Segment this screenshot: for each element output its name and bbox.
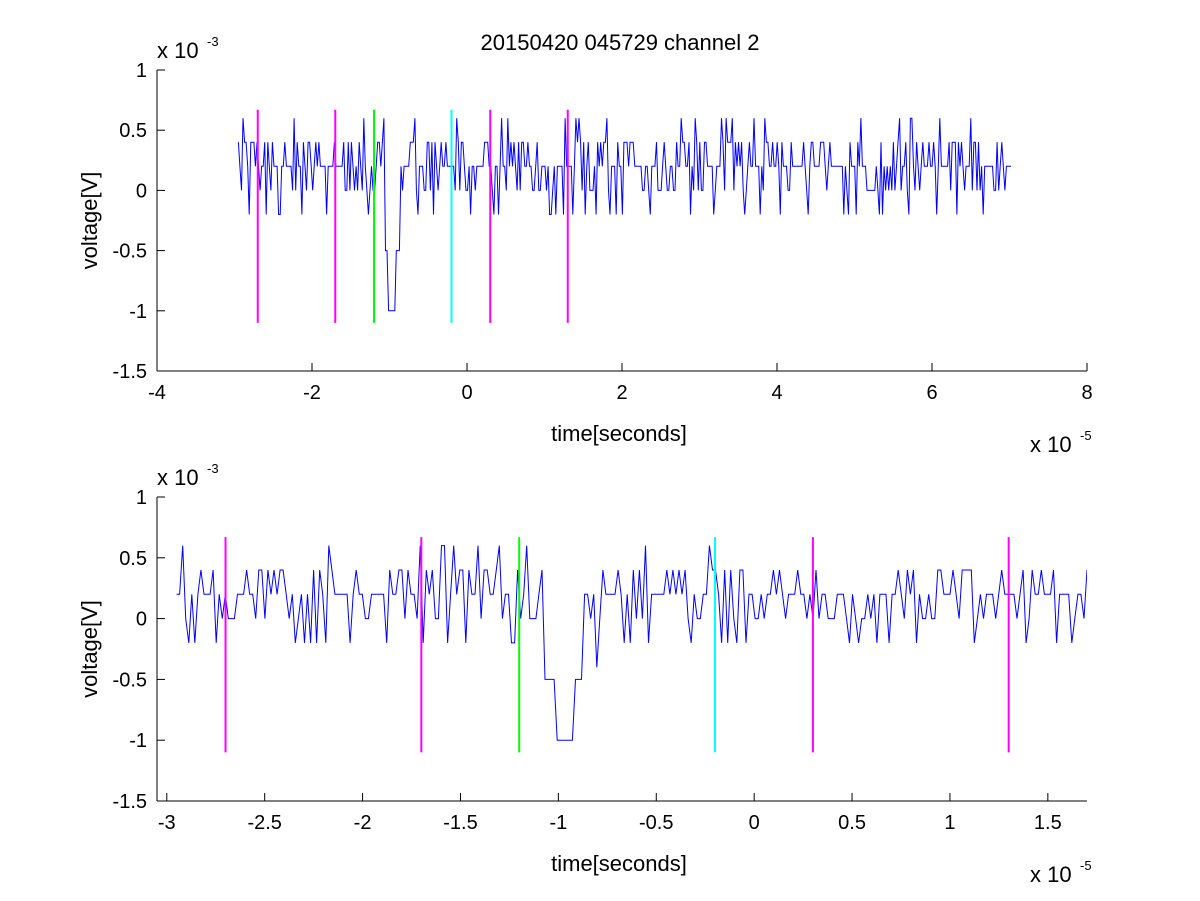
x-tick-label: 1.5 (1034, 812, 1062, 834)
x-scale-factor: x 10 (1030, 862, 1072, 887)
x-tick-label: -2.5 (247, 812, 281, 834)
x-tick-label: 0.5 (838, 812, 866, 834)
x-scale-exponent: -5 (1080, 428, 1092, 443)
x-tick-label: 0 (749, 812, 760, 834)
x-axis-label: time[seconds] (551, 421, 687, 446)
x-tick-label: -0.5 (639, 812, 673, 834)
y-tick-label: 1 (136, 487, 147, 509)
x-tick-label: -1 (549, 812, 567, 834)
y-scale-exponent: -3 (207, 34, 219, 49)
y-scale-exponent: -3 (207, 461, 219, 476)
y-axis-label: voltage[V] (77, 172, 102, 270)
x-tick-label: 4 (771, 382, 782, 404)
x-tick-label: -3 (158, 812, 176, 834)
x-tick-label: 8 (1081, 382, 1092, 404)
x-scale-exponent: -5 (1080, 858, 1092, 873)
y-tick-label: 0.5 (119, 548, 147, 570)
y-tick-label: 0.5 (119, 120, 147, 142)
y-tick-label: -1.5 (113, 791, 147, 813)
x-tick-label: -4 (148, 382, 166, 404)
y-tick-label: 0 (136, 180, 147, 202)
y-tick-label: 1 (136, 60, 147, 82)
x-axis-label: time[seconds] (551, 851, 687, 876)
y-tick-label: -1 (129, 730, 147, 752)
y-tick-label: 0 (136, 609, 147, 631)
figure-title: 20150420 045729 channel 2 (481, 30, 760, 55)
y-scale-factor: x 10 (157, 38, 199, 63)
x-tick-label: 6 (926, 382, 937, 404)
x-tick-label: -2 (354, 812, 372, 834)
x-tick-label: 1 (944, 812, 955, 834)
x-tick-label: -1.5 (443, 812, 477, 834)
x-tick-label: -2 (303, 382, 321, 404)
voltage-trace (237, 117, 1011, 312)
x-tick-label: 0 (461, 382, 472, 404)
y-tick-label: -1 (129, 301, 147, 323)
x-scale-factor: x 10 (1030, 432, 1072, 457)
x-tick-label: 2 (616, 382, 627, 404)
y-tick-label: -0.5 (113, 669, 147, 691)
bottom-plot: -3 -2.5 -2 -1.5 -1 -0.5 0 0.5 1 1.5 -1.5 -1 -0.5 0 0.5… (77, 461, 1092, 887)
y-scale-factor: x 10 (157, 465, 199, 490)
y-axis-label: voltage[V] (77, 600, 102, 698)
y-tick-label: -0.5 (113, 241, 147, 263)
y-tick-label: -1.5 (113, 361, 147, 383)
voltage-trace (176, 545, 1087, 741)
top-plot: -4 -2 0 2 4 6 8 -1.5 -1 -0.5 0 0.5 1 x 10 -3 x 10 -5 time… (77, 34, 1093, 457)
